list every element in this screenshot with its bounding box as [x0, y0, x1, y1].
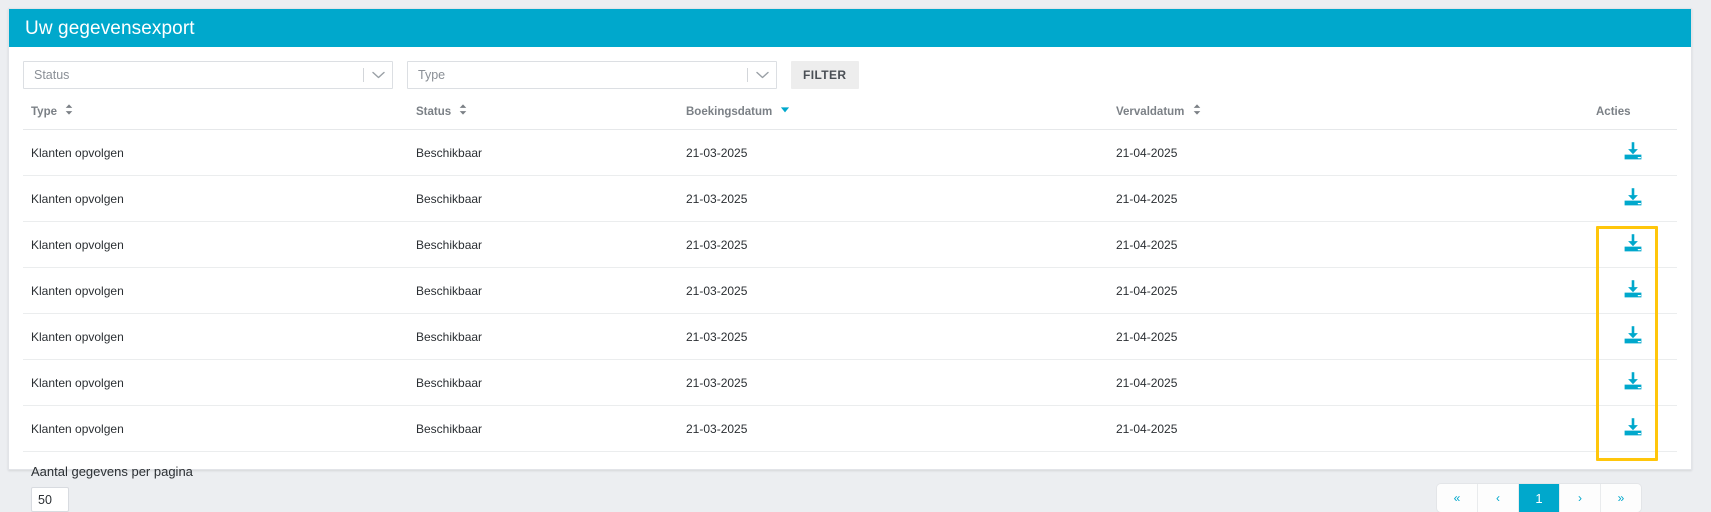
download-icon[interactable]	[1622, 232, 1644, 254]
cell-boekingsdatum: 21-03-2025	[678, 359, 1108, 406]
cell-vervaldatum: 21-04-2025	[1108, 313, 1588, 360]
cell-boekingsdatum: 21-03-2025	[678, 175, 1108, 222]
cell-acties	[1588, 129, 1677, 176]
sort-both-icon[interactable]	[1193, 104, 1201, 118]
data-export-card: Uw gegevensexport Status Type	[8, 8, 1692, 512]
cell-acties	[1588, 405, 1677, 452]
download-icon[interactable]	[1622, 416, 1644, 438]
type-filter-placeholder: Type	[418, 68, 446, 82]
select-divider	[363, 68, 364, 82]
table-container: Type Status	[9, 101, 1691, 461]
table-row: Klanten opvolgen Beschikbaar 21-03-2025 21-…	[23, 405, 1677, 452]
column-header-acties: Acties	[1588, 101, 1677, 130]
pagination-next-button[interactable]: ›	[1560, 484, 1601, 512]
sort-both-icon[interactable]	[459, 104, 467, 118]
cell-acties	[1588, 313, 1677, 360]
pagination: « ‹ 1 › »	[1437, 484, 1641, 512]
cell-vervaldatum: 21-04-2025	[1108, 175, 1588, 222]
per-page-group: Aantal gegevens per pagina	[31, 464, 193, 512]
cell-type: Klanten opvolgen	[23, 267, 408, 314]
cell-vervaldatum: 21-04-2025	[1108, 129, 1588, 176]
download-icon[interactable]	[1622, 324, 1644, 346]
page-title: Uw gegevensexport	[25, 17, 195, 39]
cell-status: Beschikbaar	[408, 359, 678, 406]
table-row: Klanten opvolgen Beschikbaar 21-03-2025 21-…	[23, 267, 1677, 314]
column-header-boekingsdatum[interactable]: Boekingsdatum	[678, 101, 1108, 130]
filter-bar: Status Type FILTER	[9, 47, 1691, 101]
chevron-down-icon[interactable]	[748, 71, 776, 79]
pagination-page-1-button[interactable]: 1	[1519, 484, 1560, 512]
card-header: Uw gegevensexport	[9, 9, 1691, 47]
cell-status: Beschikbaar	[408, 405, 678, 452]
cell-status: Beschikbaar	[408, 267, 678, 314]
cell-boekingsdatum: 21-03-2025	[678, 221, 1108, 268]
column-header-acties-label: Acties	[1596, 106, 1631, 118]
per-page-input[interactable]	[31, 487, 69, 512]
column-header-status[interactable]: Status	[408, 101, 678, 130]
chevron-down-icon[interactable]	[364, 71, 392, 79]
cell-acties	[1588, 267, 1677, 314]
cell-vervaldatum: 21-04-2025	[1108, 267, 1588, 314]
download-icon[interactable]	[1622, 186, 1644, 208]
table-header: Type Status	[23, 101, 1677, 130]
column-header-vervaldatum[interactable]: Vervaldatum	[1108, 101, 1588, 130]
export-table: Type Status	[23, 101, 1677, 452]
pagination-first-button[interactable]: «	[1437, 484, 1478, 512]
cell-type: Klanten opvolgen	[23, 221, 408, 268]
cell-acties	[1588, 175, 1677, 222]
sort-descending-icon[interactable]	[780, 104, 790, 118]
cell-acties	[1588, 221, 1677, 268]
table-row: Klanten opvolgen Beschikbaar 21-03-2025 21-…	[23, 313, 1677, 360]
per-page-label: Aantal gegevens per pagina	[31, 464, 193, 479]
status-filter-placeholder: Status	[34, 68, 70, 82]
cell-boekingsdatum: 21-03-2025	[678, 129, 1108, 176]
table-row: Klanten opvolgen Beschikbaar 21-03-2025 21-…	[23, 129, 1677, 176]
cell-acties	[1588, 359, 1677, 406]
table-body: Klanten opvolgen Beschikbaar 21-03-2025 21-…	[23, 129, 1677, 452]
cell-vervaldatum: 21-04-2025	[1108, 405, 1588, 452]
column-header-type[interactable]: Type	[23, 101, 408, 130]
filter-button[interactable]: FILTER	[791, 61, 859, 89]
cell-type: Klanten opvolgen	[23, 129, 408, 176]
download-icon[interactable]	[1622, 140, 1644, 162]
table-header-row: Type Status	[23, 101, 1677, 130]
table-row: Klanten opvolgen Beschikbaar 21-03-2025 21-…	[23, 175, 1677, 222]
cell-status: Beschikbaar	[408, 129, 678, 176]
cell-vervaldatum: 21-04-2025	[1108, 359, 1588, 406]
table-footer: Aantal gegevens per pagina « ‹ 1 › »	[9, 452, 1691, 512]
cell-status: Beschikbaar	[408, 175, 678, 222]
page-background: Uw gegevensexport Status Type	[8, 8, 1692, 512]
cell-type: Klanten opvolgen	[23, 405, 408, 452]
download-icon[interactable]	[1622, 370, 1644, 392]
sort-both-icon[interactable]	[65, 104, 73, 118]
download-icon[interactable]	[1622, 278, 1644, 300]
table-row: Klanten opvolgen Beschikbaar 21-03-2025 21-…	[23, 359, 1677, 406]
cell-type: Klanten opvolgen	[23, 359, 408, 406]
type-filter-select[interactable]: Type	[407, 61, 777, 89]
pagination-last-button[interactable]: »	[1601, 484, 1641, 512]
cell-vervaldatum: 21-04-2025	[1108, 221, 1588, 268]
status-filter-select[interactable]: Status	[23, 61, 393, 89]
cell-boekingsdatum: 21-03-2025	[678, 267, 1108, 314]
cell-boekingsdatum: 21-03-2025	[678, 313, 1108, 360]
pagination-prev-button[interactable]: ‹	[1478, 484, 1519, 512]
column-header-status-label: Status	[416, 106, 452, 119]
cell-status: Beschikbaar	[408, 221, 678, 268]
column-header-vervaldatum-label: Vervaldatum	[1116, 106, 1185, 119]
table-row: Klanten opvolgen Beschikbaar 21-03-2025 21-…	[23, 221, 1677, 268]
cell-type: Klanten opvolgen	[23, 313, 408, 360]
select-divider	[747, 68, 748, 82]
cell-type: Klanten opvolgen	[23, 175, 408, 222]
column-header-boekingsdatum-label: Boekingsdatum	[686, 106, 773, 119]
cell-status: Beschikbaar	[408, 313, 678, 360]
column-header-type-label: Type	[31, 106, 57, 119]
cell-boekingsdatum: 21-03-2025	[678, 405, 1108, 452]
